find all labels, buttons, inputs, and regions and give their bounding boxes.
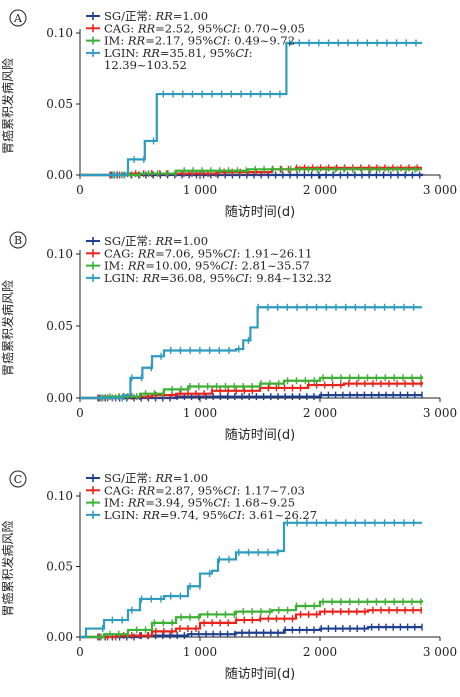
x-tick-label: 0 xyxy=(76,183,84,197)
series-line xyxy=(80,600,424,639)
legend-label: IM: RR=10.00, 95%CI: 2.81~35.57 xyxy=(104,259,310,273)
legend-label: CAG: RR=7.06, 95%CI: 1.91~26.11 xyxy=(104,246,312,260)
series-line xyxy=(80,306,422,400)
y-axis-title: 胃癌累积发病风险 xyxy=(0,58,15,154)
legend-label: SG/正常: RR=1.00 xyxy=(104,9,208,23)
series-line xyxy=(80,41,422,177)
y-tick-label: 0.00 xyxy=(46,630,73,644)
x-tick-label: 1 000 xyxy=(183,645,217,659)
y-tick-label: 0.10 xyxy=(46,489,73,503)
series-im xyxy=(80,165,422,179)
x-tick-label: 3 000 xyxy=(423,183,457,197)
series-line xyxy=(80,173,424,177)
series-lgin xyxy=(80,303,422,402)
panel-label-circle xyxy=(9,9,27,27)
series-cag xyxy=(80,606,422,641)
x-tick-label: 1 000 xyxy=(183,183,217,197)
x-tick-label: 2 000 xyxy=(303,645,337,659)
series-line xyxy=(80,394,422,400)
series-line xyxy=(80,521,422,639)
y-tick-label: 0.10 xyxy=(46,26,73,40)
x-axis-title: 随访时间(d) xyxy=(225,205,295,220)
y-tick-label: 0.05 xyxy=(46,560,73,574)
panel-label: C xyxy=(14,473,22,486)
y-axis-title: 胃癌累积发病风险 xyxy=(0,280,15,376)
x-tick-label: 2 000 xyxy=(303,183,337,197)
y-axis-title: 胃癌累积发病风险 xyxy=(0,520,15,616)
legend-label: IM: RR=2.17, 95%CI: 0.49~9.72 xyxy=(104,34,295,48)
chart-panel-a: A 0.00 0.05 0.10 0 1 000 2 000 3 000 随访时间(d) 胃癌累积… xyxy=(0,9,457,220)
y-tick-label: 0.00 xyxy=(46,391,73,405)
x-axis-title: 随访时间(d) xyxy=(225,428,295,443)
chart-panel-b: B 0.00 0.05 0.10 0 1 000 2 000 3 000 随访时间(d) 胃癌累积… xyxy=(0,231,457,443)
legend-label: LGIN: RR=9.74, 95%CI: 3.61~26.27 xyxy=(104,508,317,522)
panel-label-circle xyxy=(9,470,27,488)
y-tick-label: 0.05 xyxy=(46,319,73,333)
x-tick-label: 3 000 xyxy=(423,645,457,659)
y-tick-label: 0.05 xyxy=(46,97,73,111)
x-tick-label: 0 xyxy=(76,406,84,420)
legend-label: CAG: RR=2.52, 95%CI: 0.70~9.05 xyxy=(104,21,305,35)
legend-label: CAG: RR=2.87, 95%CI: 1.17~7.03 xyxy=(104,483,305,497)
x-tick-label: 2 000 xyxy=(303,406,337,420)
series-im xyxy=(80,374,424,402)
legend-label: IM: RR=3.94, 95%CI: 1.68~9.25 xyxy=(104,496,295,510)
x-tick-label: 1 000 xyxy=(183,406,217,420)
y-tick-label: 0.10 xyxy=(46,247,73,261)
series-lgin xyxy=(80,39,422,179)
panel-label: A xyxy=(13,12,23,25)
series-im xyxy=(80,598,424,641)
legend-label: SG/正常: RR=1.00 xyxy=(104,234,208,248)
y-tick-label: 0.00 xyxy=(46,168,73,182)
series-lgin xyxy=(80,519,422,639)
panel-label-circle xyxy=(9,231,27,249)
x-axis-title: 随访时间(d) xyxy=(225,667,295,682)
legend-label: LGIN: RR=36.08, 95%CI: 9.84~132.32 xyxy=(104,271,332,285)
legend-label: LGIN: RR=35.81, 95%CI: 12.39~103.52 xyxy=(104,46,256,72)
legend-label: SG/正常: RR=1.00 xyxy=(104,471,208,485)
x-tick-label: 3 000 xyxy=(423,406,457,420)
panel-label: B xyxy=(14,234,22,247)
x-tick-label: 0 xyxy=(76,645,84,659)
chart-panel-c: C 0.00 0.05 0.10 0 1 000 2 000 3 000 随访时间(d) 胃癌累积… xyxy=(0,470,457,682)
